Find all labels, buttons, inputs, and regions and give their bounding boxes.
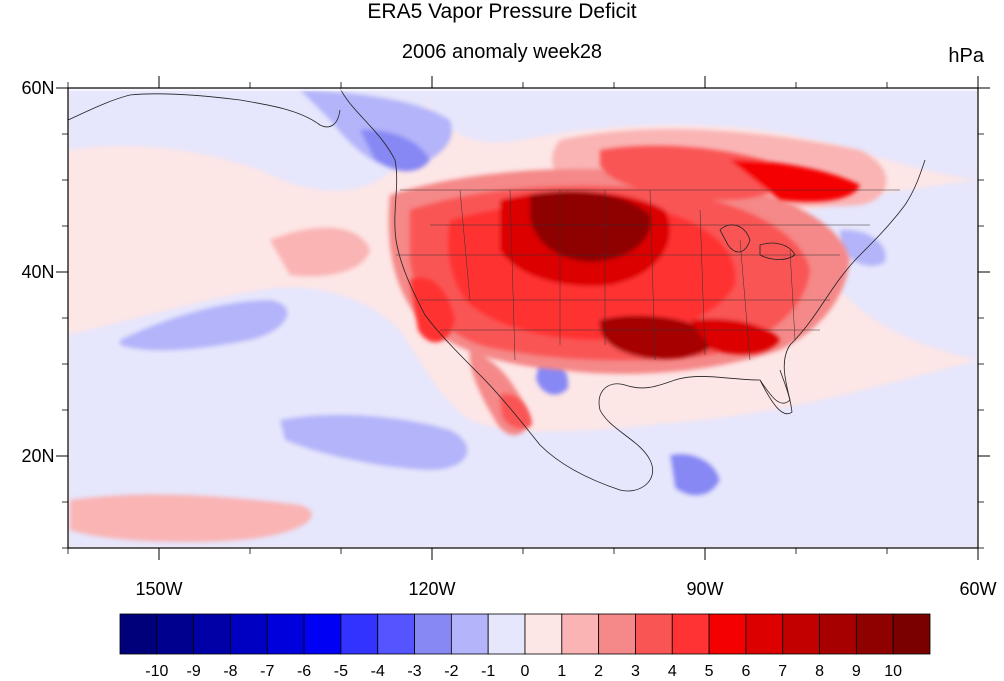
canada-red <box>600 145 787 200</box>
caribbean-blue <box>670 453 720 496</box>
colorbar-label-6: -4 <box>371 663 385 680</box>
colorbar-swatch-20 <box>855 613 894 655</box>
units-label: hPa <box>948 45 984 67</box>
state-borders <box>396 189 900 361</box>
alaska-coast <box>68 93 341 128</box>
colorbar-swatch-16 <box>708 613 747 655</box>
colorbar-swatch-3 <box>230 613 268 655</box>
canada-light-blue <box>420 88 978 180</box>
east-blue <box>840 229 886 267</box>
strong-positive-regions <box>410 145 860 429</box>
bc-blue <box>360 129 430 172</box>
colorbar-swatch-2 <box>193 613 231 655</box>
colorbar-swatch-13 <box>598 613 636 655</box>
colorbar-swatch-5 <box>303 613 342 655</box>
colorbar-label-19: 9 <box>852 663 861 680</box>
chart-title: ERA5 Vapor Pressure Deficit <box>367 0 637 23</box>
pacific-pink <box>270 227 370 277</box>
colorbar-label-11: 1 <box>557 663 566 680</box>
x-tick-label-2: 90W <box>686 579 723 599</box>
colorbar-label-12: 2 <box>594 663 603 680</box>
colorbar-label-5: -5 <box>334 663 348 680</box>
colorbar-swatch-19 <box>819 613 857 655</box>
pacific-blue-band-2 <box>280 414 468 470</box>
colorbar-swatch-12 <box>561 613 600 655</box>
map-field <box>68 88 978 548</box>
pacific-light-blue <box>68 287 978 548</box>
colorbar-swatch-7 <box>377 613 415 655</box>
colorbar-swatch-15 <box>671 613 710 655</box>
colorbar-swatch-11 <box>524 613 563 655</box>
colorbar-label-8: -2 <box>444 663 458 680</box>
axis-ticks: 150W 120W 90W 60W 60N 40N 20N <box>21 76 997 599</box>
florida-coast <box>759 369 793 415</box>
colorbar: -10 -9 -8 -7 -6 -5 -4 -3 -2 -1 0 1 2 3 4 5 6 7 8 9 10 <box>119 613 931 680</box>
west-coast-red <box>410 277 455 343</box>
colorbar-swatch-10 <box>487 613 526 655</box>
y-tick-label-2: 20N <box>21 446 54 466</box>
colorbar-label-10: 0 <box>521 663 530 680</box>
colorbar-label-18: 8 <box>815 663 824 680</box>
x-tick-label-0: 150W <box>135 579 182 599</box>
y-tick-label-0: 60N <box>21 78 54 98</box>
colorbar-label-7: -3 <box>407 663 421 680</box>
canada-red-2 <box>730 160 860 202</box>
colorbar-label-13: 3 <box>631 663 640 680</box>
colorbar-label-2: -8 <box>223 663 237 680</box>
colorbar-swatch-4 <box>266 613 305 655</box>
colorbar-label-1: -9 <box>187 663 201 680</box>
colorbar-swatch-8 <box>414 613 452 655</box>
colorbar-label-3: -7 <box>260 663 274 680</box>
pacific-blue-band <box>120 300 288 351</box>
negative-anomaly-regions <box>68 88 978 548</box>
chart-subtitle: 2006 anomaly week28 <box>401 41 603 63</box>
colorbar-label-16: 6 <box>741 663 750 680</box>
colorbar-swatch-14 <box>635 613 673 655</box>
pacific-pink-2 <box>70 494 312 542</box>
colorbar-swatch-18 <box>782 613 820 655</box>
mexico-red <box>500 394 532 429</box>
colorbar-label-14: 4 <box>668 663 677 680</box>
southern-dark-red <box>599 315 720 360</box>
colorbar-swatch-0 <box>119 613 158 655</box>
colorbar-label-15: 5 <box>705 663 714 680</box>
x-tick-label-3: 60W <box>959 579 996 599</box>
colorbar-swatch-6 <box>340 613 379 655</box>
colorbar-swatch-9 <box>450 613 489 655</box>
colorbar-swatch-21 <box>892 613 931 655</box>
colorbar-label-4: -6 <box>297 663 311 680</box>
southeast-red <box>690 318 780 355</box>
x-tick-label-1: 120W <box>408 579 455 599</box>
colorbar-swatch-1 <box>156 613 195 655</box>
colorbar-label-9: -1 <box>481 663 495 680</box>
y-tick-label-1: 40N <box>21 262 54 282</box>
colorbar-swatch-17 <box>745 613 784 655</box>
colorbar-label-17: 7 <box>778 663 787 680</box>
colorbar-label-0: -10 <box>145 663 168 680</box>
colorbar-label-20: 10 <box>884 663 902 680</box>
